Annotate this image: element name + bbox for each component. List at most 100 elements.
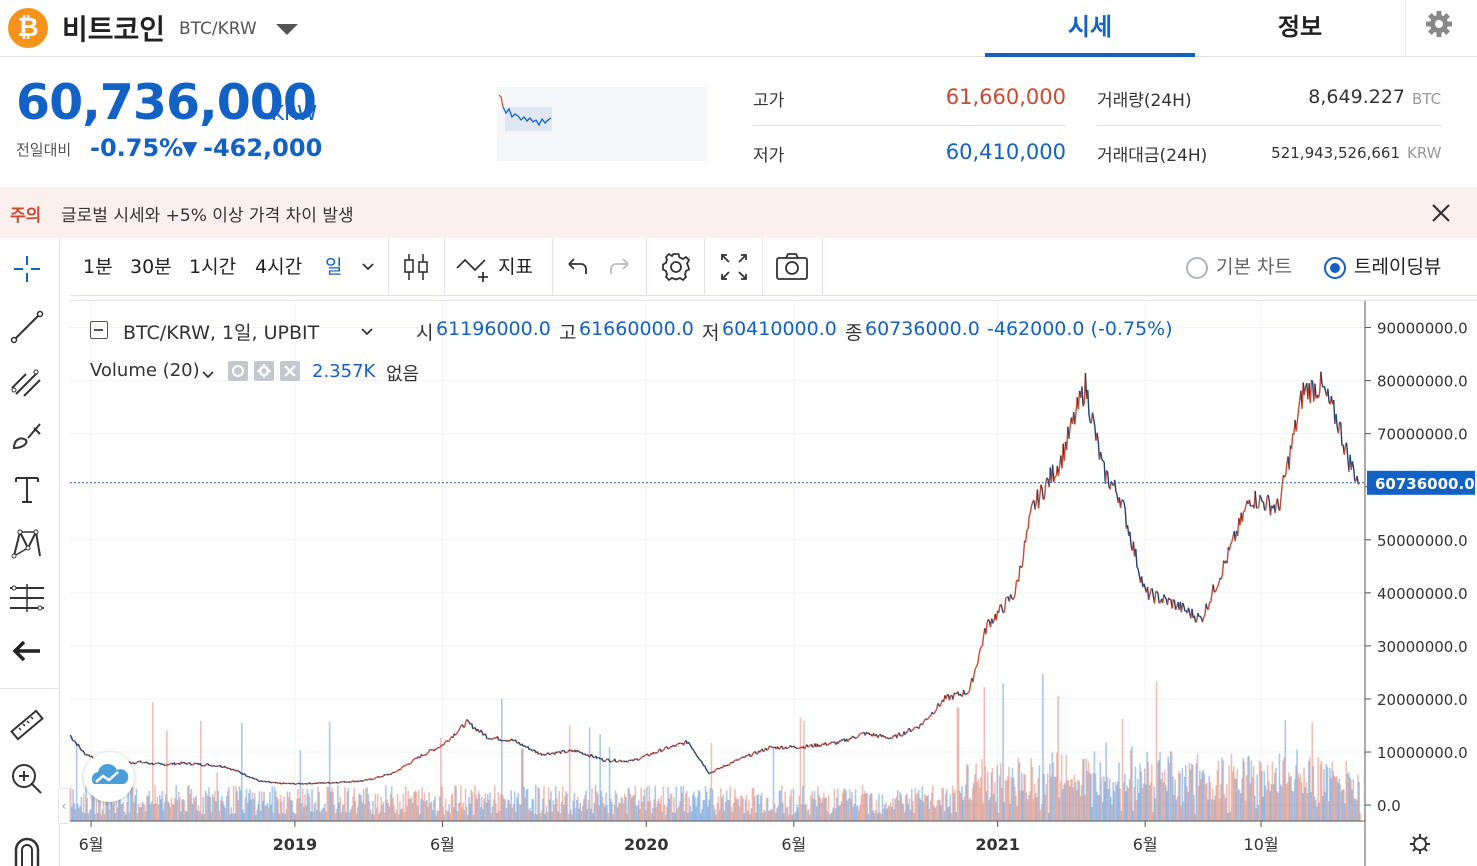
fullscreen-icon[interactable] bbox=[718, 238, 750, 296]
volume-bar bbox=[515, 812, 517, 821]
volume-bar bbox=[1258, 760, 1261, 821]
price-chart[interactable]: 90000000.080000000.070000000.060000000.0… bbox=[69, 301, 1477, 866]
x-tick-label: 2019 bbox=[273, 835, 318, 854]
volume-bar bbox=[243, 812, 245, 821]
volume-bar bbox=[984, 766, 987, 821]
volume-visibility-eye-icon[interactable] bbox=[228, 361, 248, 381]
volume-bar bbox=[1140, 771, 1143, 821]
price-segment bbox=[266, 780, 269, 783]
volume-bar bbox=[356, 806, 359, 821]
tradingview-label[interactable]: 트레이딩뷰 bbox=[1354, 256, 1442, 278]
trend-line-icon[interactable] bbox=[6, 306, 48, 348]
volume-bar bbox=[1080, 785, 1083, 821]
volume-bar bbox=[1176, 796, 1179, 821]
indicators-icon[interactable] bbox=[455, 238, 495, 296]
settings-gear-icon[interactable] bbox=[1405, 0, 1472, 57]
interval-1m[interactable]: 1분 bbox=[83, 256, 113, 278]
volume-bar bbox=[997, 812, 1000, 821]
x-tick-label: 6월 bbox=[430, 835, 455, 854]
volume-bar bbox=[346, 791, 349, 821]
tab-info[interactable]: 정보 bbox=[1277, 13, 1323, 41]
zoom-in-icon[interactable] bbox=[6, 758, 48, 800]
legend-symbol[interactable]: BTC/KRW, 1일, UPBIT bbox=[123, 322, 320, 344]
price-segment bbox=[856, 736, 859, 739]
candle-type-icon[interactable] bbox=[400, 238, 432, 296]
volume-bar bbox=[805, 804, 808, 821]
volume-bar bbox=[913, 812, 915, 821]
camera-icon[interactable] bbox=[775, 238, 809, 296]
volume-bar bbox=[89, 809, 92, 821]
interval-1d[interactable]: 일 bbox=[325, 256, 343, 278]
price-segment bbox=[857, 734, 860, 737]
ruler-icon[interactable] bbox=[6, 704, 48, 746]
axis-settings-gear-icon[interactable] bbox=[1410, 834, 1430, 854]
volume-bar bbox=[1186, 786, 1188, 821]
volume-bar bbox=[380, 796, 382, 821]
price-segment bbox=[1248, 499, 1252, 507]
price-segment bbox=[213, 764, 216, 768]
interval-1h[interactable]: 1시간 bbox=[189, 256, 237, 278]
price-chart-area[interactable]: 90000000.080000000.070000000.060000000.0… bbox=[69, 300, 1477, 866]
text-tool-icon[interactable] bbox=[6, 468, 48, 510]
mini-price-chart[interactable] bbox=[497, 87, 707, 161]
volume-chevron-down-icon[interactable] bbox=[201, 364, 215, 386]
volume-bar bbox=[122, 802, 125, 821]
brush-icon[interactable] bbox=[6, 414, 48, 456]
volume-bar bbox=[135, 788, 138, 821]
volume-bar bbox=[827, 794, 830, 821]
legend-symbol-chevron-down-icon[interactable] bbox=[360, 321, 374, 343]
magnet-icon[interactable] bbox=[6, 830, 48, 866]
volume-bar bbox=[176, 799, 179, 821]
back-arrow-icon[interactable] bbox=[6, 630, 48, 672]
price-segment bbox=[841, 738, 844, 741]
tab-price[interactable]: 시세 bbox=[985, 0, 1195, 57]
volume-bar bbox=[1293, 779, 1296, 821]
redo-icon[interactable] bbox=[608, 238, 632, 296]
volume-bar bbox=[633, 794, 635, 821]
tradingview-radio[interactable] bbox=[1324, 257, 1346, 279]
interval-chevron-down-icon[interactable] bbox=[360, 238, 376, 296]
coin-select-chevron-down-icon[interactable] bbox=[276, 24, 298, 35]
price-segment bbox=[1013, 593, 1016, 599]
volume-bar bbox=[532, 799, 535, 821]
volume-bar bbox=[516, 797, 518, 821]
price-segment bbox=[322, 781, 325, 785]
prediction-icon[interactable] bbox=[6, 576, 48, 618]
fib-retracement-icon[interactable] bbox=[6, 360, 48, 402]
close-icon[interactable] bbox=[1428, 200, 1454, 226]
volume-bar bbox=[924, 795, 927, 821]
volume-bar bbox=[1169, 751, 1172, 821]
price-segment bbox=[293, 782, 296, 786]
price-segment bbox=[482, 733, 486, 737]
volume-legend-label[interactable]: Volume (20) bbox=[90, 360, 200, 381]
price-segment bbox=[310, 782, 313, 785]
chart-settings-gear-icon[interactable] bbox=[660, 238, 692, 296]
sidebar-collapse-chevron-left-icon[interactable]: ‹ bbox=[58, 788, 70, 824]
undo-icon[interactable] bbox=[565, 238, 589, 296]
volume-bar bbox=[875, 799, 878, 821]
price-segment bbox=[387, 773, 389, 776]
chart-toolbar: 1분 30분 1시간 4시간 일 지표 기본 차트 트레이딩뷰 bbox=[70, 238, 1477, 296]
volume-bar bbox=[269, 791, 271, 821]
crosshair-icon[interactable] bbox=[6, 248, 48, 290]
interval-30m[interactable]: 30분 bbox=[130, 256, 172, 278]
basic-chart-radio[interactable] bbox=[1186, 257, 1208, 279]
volume-bar bbox=[1300, 782, 1303, 821]
price-segment bbox=[144, 761, 147, 764]
volume-bar bbox=[229, 814, 231, 821]
volume-settings-gear-icon[interactable] bbox=[254, 361, 274, 381]
volume-bar bbox=[468, 796, 470, 821]
volume-bar bbox=[141, 802, 144, 821]
price-segment bbox=[1156, 591, 1159, 595]
indicators-button[interactable]: 지표 bbox=[498, 256, 533, 278]
volume-bar bbox=[739, 796, 742, 821]
interval-4h[interactable]: 4시간 bbox=[255, 256, 303, 278]
volume-bar bbox=[293, 812, 296, 821]
volume-remove-close-icon[interactable] bbox=[280, 361, 300, 381]
legend-collapse-icon[interactable] bbox=[90, 321, 108, 339]
volume-bar bbox=[404, 786, 407, 821]
volume-bar bbox=[201, 814, 203, 821]
tradingview-cloud-logo-icon[interactable] bbox=[84, 752, 134, 802]
basic-chart-label[interactable]: 기본 차트 bbox=[1216, 256, 1292, 278]
pattern-icon[interactable] bbox=[6, 522, 48, 564]
